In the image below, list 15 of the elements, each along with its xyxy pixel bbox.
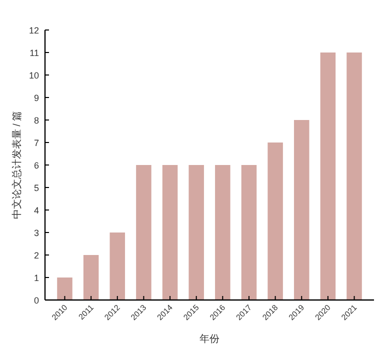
y-tick-label: 6 [34, 160, 39, 170]
y-tick-label: 11 [30, 48, 39, 58]
y-tick-label: 12 [28, 26, 39, 36]
y-tick-label: 3 [34, 228, 39, 238]
y-tick-label: 7 [34, 138, 39, 148]
y-tick-label: 10 [28, 70, 39, 80]
y-tick-label: 4 [34, 206, 39, 216]
y-tick-label: 5 [34, 183, 39, 193]
y-tick-label: 8 [34, 116, 39, 126]
y-tick-label: 2 [34, 250, 39, 260]
y-tick-label: 9 [34, 93, 39, 103]
y-axis-title: 中文论文总计发表量 / 篇 [11, 110, 23, 220]
y-tick-label: 1 [34, 273, 39, 283]
x-axis-title: 年份 [200, 333, 220, 345]
y-tick-label: 0 [34, 296, 39, 306]
